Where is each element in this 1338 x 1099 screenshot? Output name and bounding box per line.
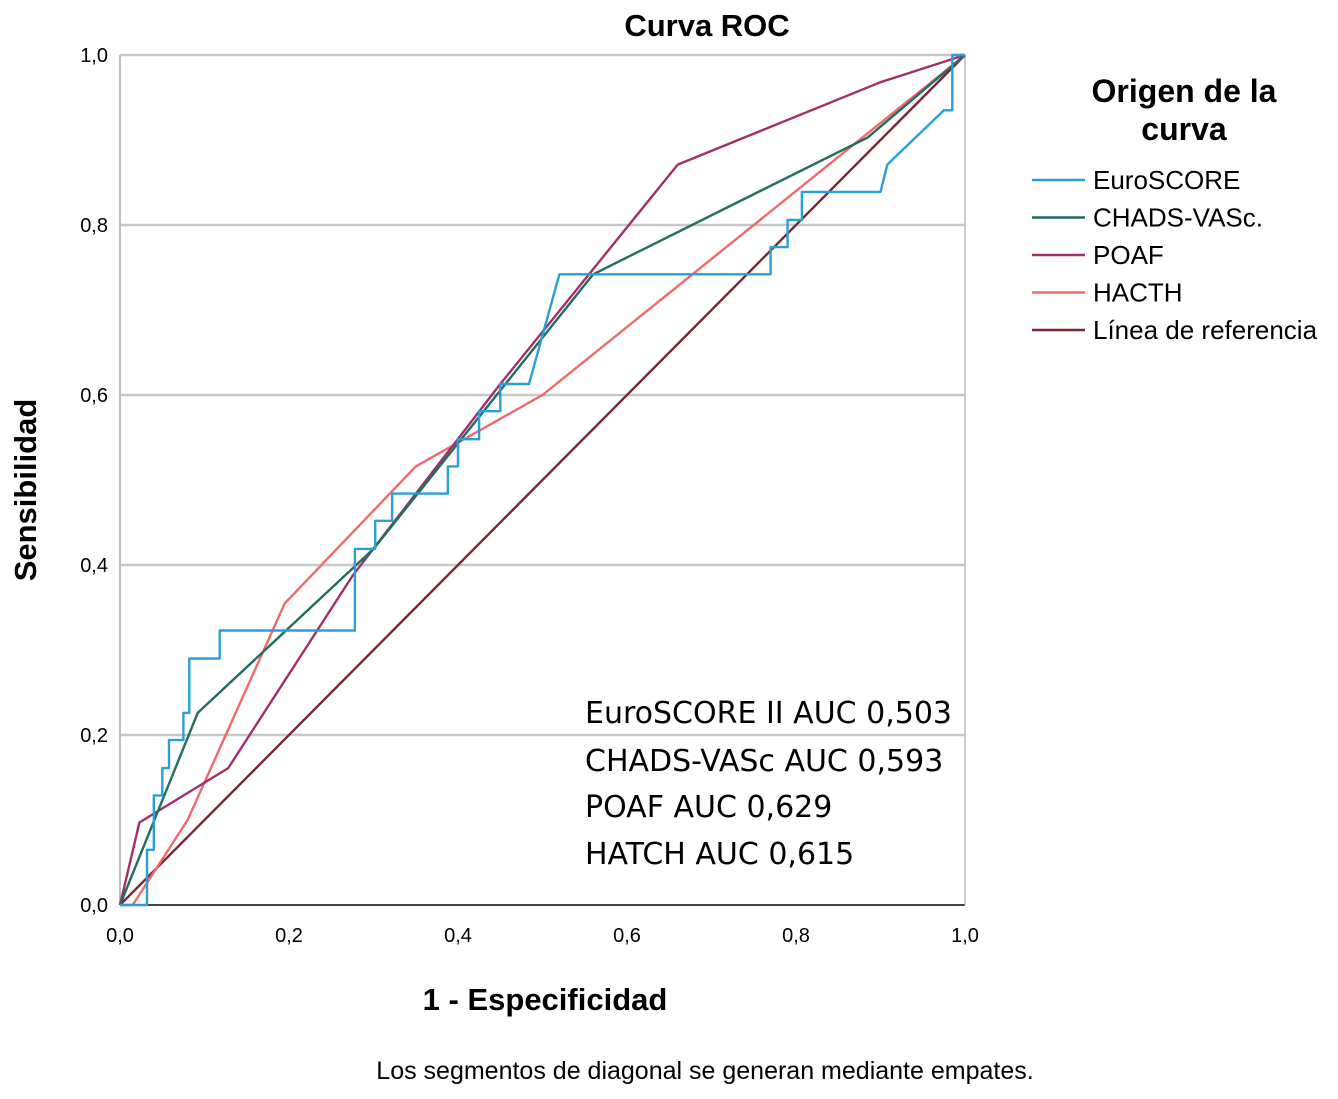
chart-title: Curva ROC xyxy=(624,8,789,43)
y-tick-label: 0,2 xyxy=(80,725,108,747)
series-group xyxy=(118,53,966,907)
legend-label: EuroSCORE xyxy=(1093,165,1240,195)
y-tick-label: 0,6 xyxy=(80,385,108,407)
x-axis-title: 1 - Especificidad xyxy=(423,982,668,1017)
legend-title-line-1: Origen de la xyxy=(1092,73,1277,109)
y-tick-label: 0,0 xyxy=(80,895,108,917)
y-tick-label: 0,8 xyxy=(80,215,108,237)
legend-entries: EuroSCORE CHADS-VASc. POAF HACTH Línea de re… xyxy=(1032,165,1318,345)
x-tick-label: 1,0 xyxy=(951,925,979,947)
plot-frame xyxy=(119,55,966,906)
y-axis-title: Sensibilidad xyxy=(8,399,43,582)
legend-title-line-2: curva xyxy=(1141,111,1227,147)
legend-label: HACTH xyxy=(1093,278,1183,308)
series-line-euroscore xyxy=(120,53,965,907)
annotation-euroscore: EuroSCORE II AUC 0,503 xyxy=(585,696,952,731)
x-tick-label: 0,4 xyxy=(444,925,472,947)
x-tick-label: 0,6 xyxy=(613,925,641,947)
y-tick-label: 0,4 xyxy=(80,555,108,577)
auc-annotations: EuroSCORE II AUC 0,503 CHADS-VASc AUC 0,… xyxy=(585,696,952,872)
x-tick-label: 0,2 xyxy=(275,925,303,947)
x-tick-labels: 0,0 0,2 0,4 0,6 0,8 1,0 xyxy=(106,925,979,947)
x-tick-label: 0,0 xyxy=(106,925,134,947)
legend-label: CHADS-VASc. xyxy=(1093,203,1263,233)
footnote: Los segmentos de diagonal se generan med… xyxy=(376,1057,1033,1085)
series-line-l-nea-de-referencia xyxy=(119,54,966,906)
annotation-chads: CHADS-VASc AUC 0,593 xyxy=(585,744,943,779)
legend-label: POAF xyxy=(1093,240,1164,270)
annotation-hatch: HATCH AUC 0,615 xyxy=(585,837,854,872)
legend: Origen de la curva EuroSCORE CHADS-VASc. P… xyxy=(1032,73,1318,345)
y-tick-labels: 0,0 0,2 0,4 0,6 0,8 1,0 xyxy=(80,45,108,917)
x-tick-label: 0,8 xyxy=(782,925,810,947)
y-tick-label: 1,0 xyxy=(80,45,108,67)
annotation-poaf: POAF AUC 0,629 xyxy=(585,790,832,825)
legend-label: Línea de referencia xyxy=(1093,315,1318,345)
